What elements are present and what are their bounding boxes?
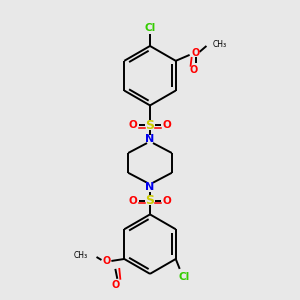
Text: O: O: [129, 120, 137, 130]
Text: O: O: [129, 196, 137, 206]
Text: N: N: [146, 134, 154, 144]
Text: O: O: [111, 280, 119, 290]
Text: O: O: [191, 48, 200, 58]
Text: O: O: [163, 120, 171, 130]
Text: S: S: [146, 119, 154, 132]
Text: N: N: [146, 182, 154, 192]
Text: O: O: [102, 256, 111, 266]
Text: O: O: [189, 65, 198, 75]
Text: Cl: Cl: [144, 23, 156, 33]
Text: O: O: [163, 196, 171, 206]
Text: Cl: Cl: [178, 272, 189, 282]
Text: CH₃: CH₃: [74, 250, 88, 260]
Text: S: S: [146, 194, 154, 207]
Text: CH₃: CH₃: [212, 40, 226, 50]
